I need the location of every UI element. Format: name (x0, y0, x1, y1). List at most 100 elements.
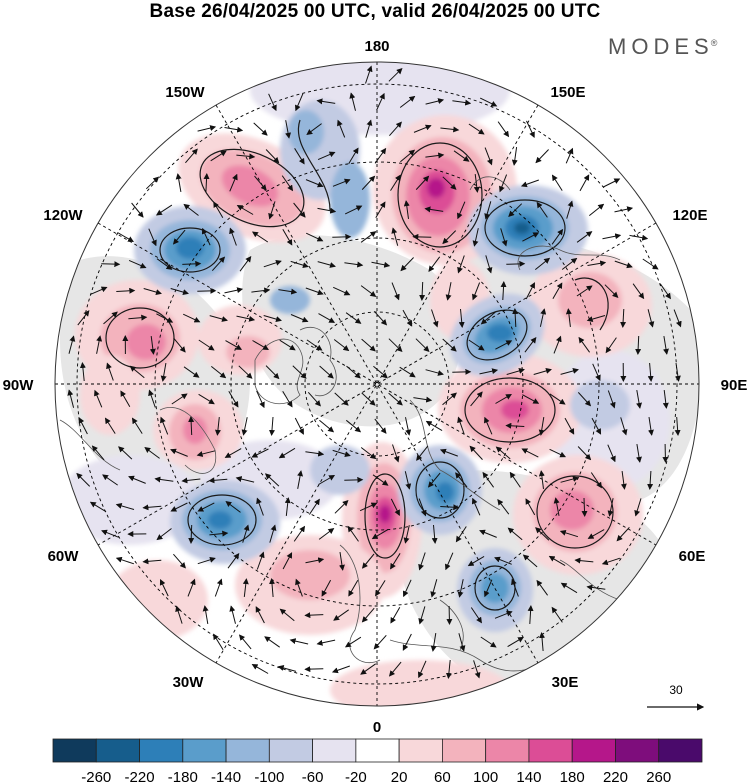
wind-vector (255, 606, 265, 624)
wind-vector (282, 391, 293, 408)
wind-vector (213, 201, 224, 219)
wind-vector (155, 204, 173, 216)
wind-vector (440, 126, 460, 133)
wind-vector (68, 335, 76, 354)
wind-vector (442, 392, 457, 406)
wind-vector (294, 417, 304, 435)
colorbar-tick-label: 260 (646, 769, 671, 783)
wind-vector (507, 636, 524, 648)
wind-vector (236, 315, 256, 322)
wind-vector (224, 448, 242, 458)
map-title: Base 26/04/2025 00 UTC, valid 26/04/2025… (149, 1, 601, 22)
wind-vector (89, 501, 107, 513)
wind-vector (472, 228, 479, 247)
wind-vector (213, 633, 224, 650)
wind-vector (128, 314, 148, 321)
wind-vector (263, 259, 282, 268)
wind-vector (551, 174, 563, 191)
wind-vector (229, 227, 237, 246)
wind-vector (227, 552, 240, 569)
colorbar-box (52, 738, 97, 763)
wind-vector (375, 580, 386, 597)
wind-vector (116, 287, 136, 294)
wind-vector (425, 98, 445, 105)
colorbar-box (95, 738, 140, 763)
wind-vector (210, 366, 227, 379)
wind-vector (527, 605, 534, 625)
wind-vector (566, 200, 574, 219)
wind-vector (551, 228, 564, 245)
wind-vector (590, 472, 602, 489)
wind-vector (607, 390, 616, 409)
wind-vector (388, 661, 402, 677)
colorbar-box (139, 738, 184, 763)
wind-vector (629, 234, 649, 241)
wind-vector (511, 147, 518, 166)
wind-vector (297, 470, 304, 489)
wind-vector (495, 394, 512, 404)
wind-vector (535, 149, 549, 164)
wind-vector (415, 175, 430, 190)
wind-vector (281, 175, 294, 192)
lon-label-150e: 150E (550, 84, 585, 101)
wind-vector (634, 498, 642, 517)
wind-vector (560, 368, 579, 375)
wind-vector (305, 287, 324, 296)
wind-vector (413, 396, 433, 403)
wind-vector (373, 634, 387, 650)
colorbar-tick-label: 180 (560, 769, 585, 783)
lon-label-180: 180 (364, 38, 389, 55)
wind-vector (268, 416, 275, 436)
wind-vector (522, 232, 540, 242)
wind-vector (305, 179, 324, 188)
wind-vector (497, 499, 510, 515)
wind-vector (102, 474, 118, 486)
wind-vector (96, 335, 103, 354)
wind-vector (117, 232, 134, 242)
wind-vector (208, 477, 228, 484)
colorbar-box (441, 738, 487, 763)
wind-vector (319, 365, 334, 379)
wind-vector (333, 609, 349, 621)
wind-vector (647, 470, 654, 490)
wind-vector (442, 176, 457, 190)
wind-vector (224, 287, 244, 294)
wind-vector (181, 477, 201, 484)
wind-vector (482, 471, 495, 488)
wind-vector (539, 632, 546, 652)
wind-vector (228, 390, 239, 408)
wind-vector (175, 605, 183, 624)
wind-vector (469, 445, 483, 460)
wind-vector (349, 92, 356, 111)
wind-vector (494, 556, 512, 565)
wind-vector (388, 68, 403, 82)
wind-vector (565, 308, 572, 327)
wind-vector (319, 419, 335, 433)
wind-vector (77, 310, 90, 326)
wind-vector (425, 369, 444, 376)
wind-vector (525, 498, 536, 516)
wind-vector (473, 660, 481, 679)
wind-vector (317, 151, 336, 161)
wind-vector (647, 309, 655, 328)
wind-vector (614, 206, 634, 213)
colorbar-box (571, 738, 616, 763)
wind-vector (390, 174, 401, 191)
wind-vector (468, 123, 485, 135)
colorbar-tick-label: -220 (125, 769, 155, 783)
wind-vector (361, 392, 376, 406)
colorbar-tick-label: 60 (434, 769, 451, 783)
wind-vector (182, 260, 202, 267)
wind-vector (307, 391, 321, 407)
wind-vector (196, 450, 216, 457)
wind-vector (508, 203, 523, 218)
wind-vector (535, 527, 550, 541)
wind-vector (197, 125, 217, 132)
wind-vector (256, 551, 265, 570)
wind-vector (210, 150, 227, 162)
wind-vector (472, 282, 481, 301)
wind-vector (305, 232, 324, 242)
wind-vector (289, 638, 309, 645)
wind-vector (419, 281, 426, 301)
wind-vector (279, 608, 295, 622)
